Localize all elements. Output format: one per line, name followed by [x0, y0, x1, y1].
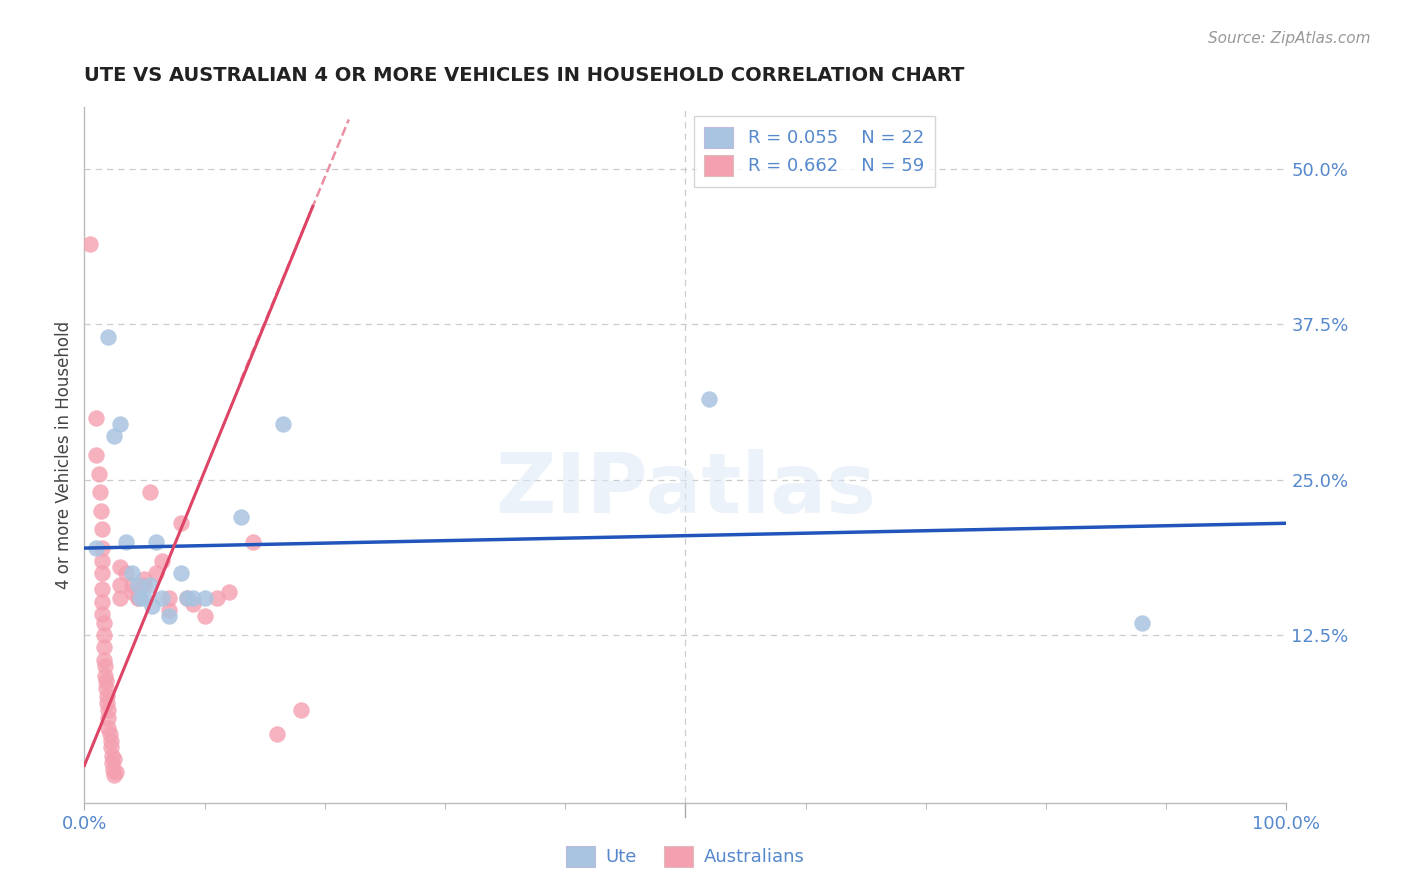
Point: [110, 559, 132, 574]
Point: [152, 591, 174, 605]
Point: [176, 591, 198, 605]
Point: [97, 330, 120, 344]
Point: [194, 609, 217, 624]
Point: [699, 392, 721, 406]
Point: [127, 591, 149, 605]
Point: [157, 603, 180, 617]
Point: [96, 689, 118, 703]
Point: [266, 727, 288, 741]
Point: [94, 659, 117, 673]
Point: [110, 578, 132, 592]
Point: [91, 541, 114, 555]
Point: [134, 572, 156, 586]
Point: [218, 584, 240, 599]
Point: [271, 417, 294, 431]
Point: [96, 697, 118, 711]
Text: ZIPatlas: ZIPatlas: [495, 450, 876, 530]
Point: [152, 553, 174, 567]
Point: [127, 578, 149, 592]
Point: [145, 566, 167, 580]
Point: [93, 615, 115, 630]
Point: [100, 733, 122, 747]
Point: [93, 628, 115, 642]
Point: [290, 703, 312, 717]
Point: [91, 553, 114, 567]
Point: [94, 681, 117, 696]
Point: [91, 594, 114, 608]
Point: [94, 674, 117, 689]
Text: Source: ZipAtlas.com: Source: ZipAtlas.com: [1208, 31, 1371, 46]
Point: [205, 591, 228, 605]
Point: [157, 609, 180, 624]
Point: [176, 591, 198, 605]
Point: [98, 727, 121, 741]
Point: [110, 591, 132, 605]
Point: [141, 599, 163, 614]
Point: [103, 768, 125, 782]
Point: [86, 541, 108, 555]
Point: [101, 748, 124, 763]
Point: [87, 467, 110, 481]
Point: [139, 485, 162, 500]
Point: [100, 739, 122, 754]
Point: [103, 752, 125, 766]
Point: [1130, 615, 1153, 630]
Y-axis label: 4 or more Vehicles in Household: 4 or more Vehicles in Household: [55, 321, 73, 589]
Point: [91, 523, 114, 537]
Point: [93, 653, 115, 667]
Point: [121, 578, 143, 592]
Point: [97, 711, 120, 725]
Point: [97, 703, 120, 717]
Point: [86, 448, 108, 462]
Point: [103, 429, 125, 443]
Point: [134, 578, 156, 592]
Point: [89, 485, 111, 500]
Point: [86, 410, 108, 425]
Point: [93, 640, 115, 655]
Point: [145, 534, 167, 549]
Point: [97, 721, 120, 735]
Point: [127, 591, 149, 605]
Point: [181, 597, 204, 611]
Point: [169, 516, 191, 531]
Point: [79, 236, 101, 251]
Point: [121, 584, 143, 599]
Point: [115, 534, 138, 549]
Point: [128, 591, 150, 605]
Point: [91, 566, 114, 580]
Text: UTE VS AUSTRALIAN 4 OR MORE VEHICLES IN HOUSEHOLD CORRELATION CHART: UTE VS AUSTRALIAN 4 OR MORE VEHICLES IN …: [84, 66, 965, 85]
Point: [101, 756, 124, 770]
Point: [157, 591, 180, 605]
Point: [104, 764, 127, 779]
Point: [91, 607, 114, 621]
Point: [134, 591, 156, 605]
Point: [94, 669, 117, 683]
Point: [229, 510, 252, 524]
Legend: Ute, Australians: Ute, Australians: [558, 838, 813, 874]
Point: [91, 582, 114, 596]
Point: [115, 566, 138, 580]
Point: [169, 566, 191, 580]
Point: [110, 417, 132, 431]
Point: [139, 578, 162, 592]
Point: [90, 504, 112, 518]
Point: [194, 591, 217, 605]
Point: [181, 591, 204, 605]
Point: [242, 534, 264, 549]
Point: [103, 764, 125, 778]
Point: [121, 566, 143, 580]
